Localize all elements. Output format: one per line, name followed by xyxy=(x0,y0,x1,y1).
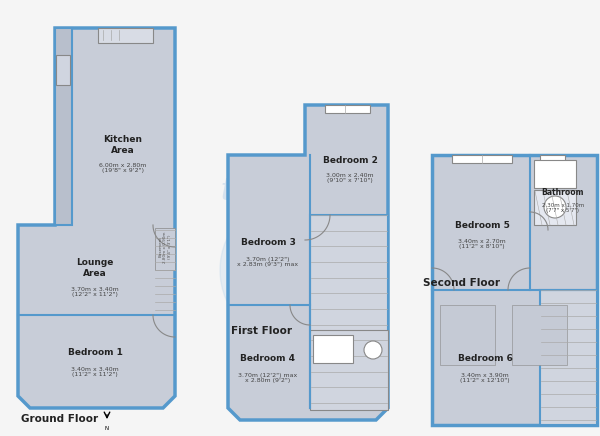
Circle shape xyxy=(364,341,382,359)
Text: 2.30m x 1.70m
(7'7" x 5'7"): 2.30m x 1.70m (7'7" x 5'7") xyxy=(542,203,584,213)
Bar xyxy=(313,335,353,363)
Text: Ground Floor: Ground Floor xyxy=(21,415,98,424)
Text: tristrams: tristrams xyxy=(221,176,379,208)
Text: Second Floor: Second Floor xyxy=(423,279,500,288)
Bar xyxy=(310,215,388,408)
Bar xyxy=(540,290,597,425)
Bar xyxy=(325,105,370,113)
Bar xyxy=(540,155,565,163)
Text: 3.40m x 3.40m
(11'2" x 11'2"): 3.40m x 3.40m (11'2" x 11'2") xyxy=(71,367,119,378)
Bar xyxy=(56,55,70,85)
Bar xyxy=(512,305,567,365)
Bar xyxy=(98,28,153,43)
Bar xyxy=(55,28,72,225)
Text: Bedroom 6: Bedroom 6 xyxy=(458,354,512,362)
Bar xyxy=(432,155,597,425)
Text: First Floor: First Floor xyxy=(231,327,292,336)
Text: Sales and Lettings: Sales and Lettings xyxy=(248,157,352,166)
Text: Lounge
Area: Lounge Area xyxy=(76,258,113,278)
Text: 3.70m x 3.40m
(12'2" x 11'2"): 3.70m x 3.40m (12'2" x 11'2") xyxy=(71,286,119,297)
Bar xyxy=(452,155,512,163)
Text: Kitchen
Area: Kitchen Area xyxy=(104,135,143,155)
Polygon shape xyxy=(18,28,175,408)
Text: Bedroom 5: Bedroom 5 xyxy=(455,221,509,229)
Circle shape xyxy=(220,195,370,345)
Bar xyxy=(534,190,576,225)
Text: 3.40m x 2.70m
(11'2" x 8'10"): 3.40m x 2.70m (11'2" x 8'10") xyxy=(458,238,506,249)
Text: N: N xyxy=(105,426,109,430)
Text: Bedroom 2: Bedroom 2 xyxy=(323,156,377,164)
Bar xyxy=(155,228,175,270)
Circle shape xyxy=(544,196,566,218)
Bar xyxy=(534,160,576,188)
Text: Basement
2.80m x 0.90m
(9'4" x 3'1"): Basement 2.80m x 0.90m (9'4" x 3'1") xyxy=(158,231,172,263)
Polygon shape xyxy=(228,105,388,420)
Text: Bedroom 1: Bedroom 1 xyxy=(68,347,122,357)
Text: Bedroom 4: Bedroom 4 xyxy=(241,354,296,362)
Text: Bedroom 3: Bedroom 3 xyxy=(241,238,295,246)
Text: 3.70m (12'2")
x 2.83m (9'3") max: 3.70m (12'2") x 2.83m (9'3") max xyxy=(238,257,299,267)
Bar xyxy=(440,305,495,365)
Bar xyxy=(310,330,388,410)
Text: Bathroom: Bathroom xyxy=(542,187,584,197)
Text: 3.70m (12'2") max
x 2.80m (9'2"): 3.70m (12'2") max x 2.80m (9'2") xyxy=(238,373,298,383)
Text: 3.40m x 3.90m
(11'2" x 12'10"): 3.40m x 3.90m (11'2" x 12'10") xyxy=(460,373,510,383)
Text: 3.00m x 2.40m
(9'10" x 7'10"): 3.00m x 2.40m (9'10" x 7'10") xyxy=(326,173,374,184)
Text: 6.00m x 2.80m
(19'8" x 9'2"): 6.00m x 2.80m (19'8" x 9'2") xyxy=(100,163,146,174)
